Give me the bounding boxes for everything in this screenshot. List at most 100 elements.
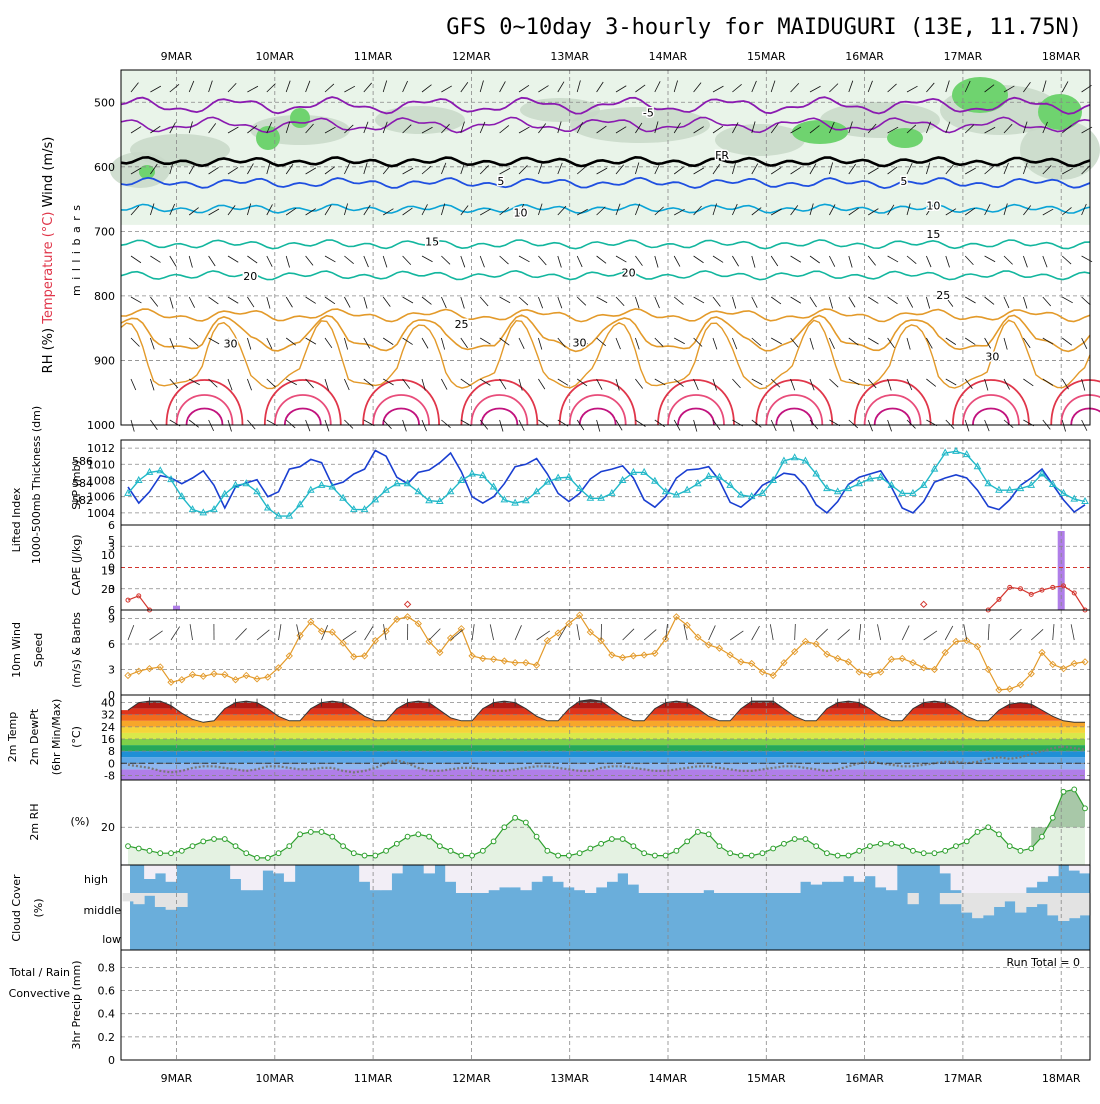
- rh-point: [308, 830, 313, 835]
- rh-point: [373, 853, 378, 858]
- temp-y-tick: 8: [108, 745, 115, 758]
- temp-y-tick: 16: [101, 733, 115, 746]
- wind-barb: [170, 297, 173, 309]
- rh-point: [599, 841, 604, 846]
- wind-barb: [364, 297, 367, 309]
- cape-y-tick: 5: [108, 534, 115, 547]
- date-label-top: 16MAR: [845, 50, 884, 63]
- rh-point: [652, 853, 657, 858]
- cloud-gap: [574, 865, 585, 890]
- rh-point: [362, 853, 367, 858]
- rh-point: [502, 825, 507, 830]
- wind-barb: [422, 338, 428, 348]
- wind-barb-10m: [257, 630, 269, 640]
- cloud-gap: [252, 865, 263, 890]
- wind-barb: [597, 297, 608, 303]
- cloud-gap: [908, 893, 919, 904]
- wind-y-tick: 6: [108, 638, 115, 651]
- temp-y-title-1: 2m Temp: [6, 712, 19, 763]
- wind-barb: [364, 256, 369, 267]
- temp-y-tick: 0: [108, 757, 115, 770]
- wind-barb: [732, 379, 740, 388]
- wind-barb: [946, 379, 956, 385]
- cape-y-tick: 20: [101, 583, 115, 596]
- rh-shade-green: [887, 128, 923, 148]
- wind-barb: [635, 379, 642, 389]
- rh-point: [298, 832, 303, 837]
- wind-barb: [616, 297, 624, 306]
- wind-barb: [461, 297, 465, 308]
- cloud-gap: [1037, 893, 1048, 904]
- wind-barb: [577, 297, 586, 305]
- wind-barb-10m: [472, 624, 474, 640]
- wind-barb-10m: [709, 625, 716, 640]
- rh-point: [695, 830, 700, 835]
- surface-isotherm: [963, 395, 1019, 425]
- rh-point: [1061, 789, 1066, 794]
- cloud-gap: [467, 865, 478, 893]
- rh-point: [126, 844, 131, 849]
- wind-barb: [422, 420, 427, 431]
- cloud-gap: [1058, 893, 1069, 921]
- temp-y-tick: 24: [101, 721, 115, 734]
- rh-point: [792, 837, 797, 842]
- temp-band: [121, 739, 1085, 745]
- wind-barb: [538, 256, 546, 265]
- cloud-gap: [940, 865, 951, 873]
- wind-barb: [209, 297, 219, 304]
- date-label-bottom: 18MAR: [1042, 1072, 1081, 1085]
- wind-barb: [926, 379, 935, 386]
- slp-y-title: SLP (mb): [70, 460, 83, 510]
- isotherm-label: 10: [926, 199, 940, 212]
- wind-barb: [810, 338, 813, 349]
- rh-point: [201, 839, 206, 844]
- cloud-level-middle: middle: [83, 904, 121, 917]
- surface-isotherm: [865, 395, 921, 425]
- wind-barb: [131, 420, 134, 432]
- wind-barb: [985, 420, 990, 431]
- cloud-gap: [703, 865, 714, 890]
- lifted-point: [921, 601, 927, 607]
- cloud-gap: [660, 865, 671, 893]
- cloud-gap: [563, 865, 574, 887]
- wind-barb: [907, 297, 913, 308]
- date-label-bottom: 9MAR: [161, 1072, 193, 1085]
- wind-barb: [888, 297, 898, 304]
- cloud-gap: [822, 865, 833, 882]
- cloud-gap: [800, 865, 811, 882]
- wind-barb: [985, 297, 994, 304]
- surface-isotherm: [678, 409, 714, 426]
- wind-barb: [1062, 338, 1072, 345]
- wind-barb: [849, 256, 852, 268]
- wind-barb: [189, 297, 194, 308]
- cloud-gap: [972, 893, 983, 918]
- rh-point: [577, 851, 582, 856]
- wind-barb: [131, 338, 139, 347]
- lifted-y-title: Lifted Index: [10, 487, 23, 552]
- wind-barb: [713, 256, 723, 262]
- rh-point: [921, 851, 926, 856]
- rh-shade-green: [290, 108, 310, 128]
- lifted-y-tick: 6: [108, 519, 115, 532]
- surface-isotherm: [383, 409, 419, 426]
- wind-barb: [150, 256, 160, 262]
- profile-y-title: RH (%) Temperature (°C) Wind (m/s): [41, 137, 56, 374]
- rh-point: [1040, 834, 1045, 839]
- date-label-top: 14MAR: [649, 50, 688, 63]
- wind-barb-10m: [795, 624, 796, 640]
- wind-barb: [538, 379, 544, 389]
- slp-y-tick: 1012: [87, 442, 115, 455]
- wind-barb: [267, 256, 272, 267]
- wind-barb-10m: [838, 629, 850, 640]
- rh-point: [319, 830, 324, 835]
- isotherm-label: 5: [900, 175, 907, 188]
- cloud-gap: [1069, 893, 1080, 918]
- rh-point: [394, 841, 399, 846]
- surface-isotherm: [373, 395, 429, 425]
- cloud-level-low: low: [102, 933, 121, 946]
- rh-point: [1007, 844, 1012, 849]
- wind-barb: [383, 256, 387, 267]
- wind-barb: [849, 379, 860, 385]
- surface-isotherm: [973, 409, 1009, 426]
- wind-barb-10m: [171, 627, 180, 640]
